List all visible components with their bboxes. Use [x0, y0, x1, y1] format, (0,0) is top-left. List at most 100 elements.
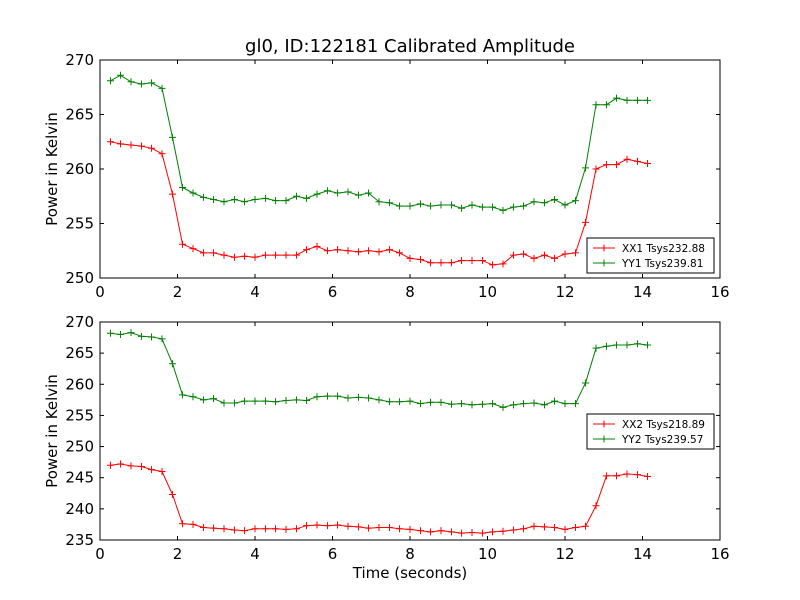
data-point	[613, 341, 621, 349]
data-point	[127, 462, 135, 470]
x-tick-label: 8	[405, 283, 415, 301]
data-point	[437, 201, 445, 209]
data-point	[241, 527, 249, 535]
data-point	[478, 529, 486, 537]
data-point	[323, 187, 331, 195]
legend-label: XX2 Tsys218.89	[622, 419, 705, 431]
data-point	[241, 252, 249, 260]
data-point	[561, 201, 569, 209]
data-point	[489, 203, 497, 211]
legend-marker	[600, 435, 608, 443]
data-point	[582, 379, 590, 387]
data-point	[189, 245, 197, 253]
data-point	[251, 397, 259, 405]
data-point	[261, 397, 269, 405]
data-point	[458, 400, 466, 408]
data-point	[168, 133, 176, 141]
data-point	[365, 189, 373, 197]
data-point	[540, 401, 548, 409]
data-point	[323, 247, 331, 255]
y-tick-label: 250	[65, 438, 94, 456]
data-point	[644, 472, 652, 480]
data-point	[127, 78, 135, 86]
data-point	[375, 198, 383, 206]
data-point	[251, 196, 259, 204]
data-point	[633, 340, 641, 348]
data-point	[385, 246, 393, 254]
data-point	[230, 526, 238, 534]
data-point	[292, 251, 300, 259]
y-tick-label: 240	[65, 500, 94, 518]
data-point	[551, 196, 559, 204]
data-point	[551, 524, 559, 532]
data-point	[633, 471, 641, 479]
data-point	[561, 400, 569, 408]
data-point	[437, 527, 445, 535]
x-tick-label: 6	[328, 545, 338, 563]
data-point	[375, 396, 383, 404]
bottom-panel: 0 2 4 6 8 10 12 14 16 235 240 245 250 255 260 265 270 Pow…	[43, 313, 730, 582]
data-point	[313, 521, 321, 529]
y-tick-label: 270	[65, 51, 94, 69]
data-point	[292, 525, 300, 533]
data-point	[520, 525, 528, 533]
data-point	[282, 197, 290, 205]
data-point	[458, 257, 466, 265]
data-point	[117, 71, 125, 79]
data-point	[592, 502, 600, 510]
data-point	[137, 142, 145, 150]
data-point	[427, 398, 435, 406]
data-point	[396, 249, 404, 257]
data-point	[427, 259, 435, 267]
x-tick-label: 12	[555, 283, 574, 301]
data-point	[551, 254, 559, 262]
data-point	[334, 189, 342, 197]
data-point	[210, 196, 218, 204]
data-point	[592, 101, 600, 109]
data-point	[117, 140, 125, 148]
data-point	[520, 400, 528, 408]
data-point	[179, 520, 187, 528]
data-point	[499, 403, 507, 411]
data-point	[148, 466, 156, 474]
data-point	[375, 524, 383, 532]
data-point	[478, 203, 486, 211]
x-tick-label: 8	[405, 545, 415, 563]
data-point	[313, 393, 321, 401]
data-point	[406, 202, 414, 210]
data-point	[509, 203, 517, 211]
data-point	[416, 400, 424, 408]
data-point	[540, 523, 548, 531]
data-point	[385, 199, 393, 207]
data-point	[344, 522, 352, 530]
y-tick-label: 255	[65, 215, 94, 233]
legend-marker	[600, 244, 608, 252]
x-tick-label: 4	[250, 283, 260, 301]
data-point	[602, 161, 610, 169]
data-point	[272, 197, 280, 205]
data-point	[292, 396, 300, 404]
x-tick-label: 0	[95, 545, 105, 563]
data-point	[385, 398, 393, 406]
y-tick-label: 265	[65, 106, 94, 124]
data-point	[334, 246, 342, 254]
x-tick-label: 16	[710, 545, 729, 563]
y-axis-label: Power in Kelvin	[43, 374, 61, 488]
data-point	[148, 79, 156, 87]
data-point	[499, 260, 507, 268]
data-point	[189, 189, 197, 197]
data-point	[644, 160, 652, 168]
data-point	[220, 525, 228, 533]
data-point	[303, 396, 311, 404]
y-tick-label: 250	[65, 269, 94, 287]
x-tick-label: 2	[173, 545, 183, 563]
data-point	[137, 332, 145, 340]
data-point	[365, 247, 373, 255]
legend-marker	[600, 259, 608, 267]
data-point	[334, 521, 342, 529]
data-point	[127, 141, 135, 149]
data-point	[437, 398, 445, 406]
data-point	[210, 249, 218, 257]
y-tick-label: 245	[65, 469, 94, 487]
data-point	[282, 251, 290, 259]
